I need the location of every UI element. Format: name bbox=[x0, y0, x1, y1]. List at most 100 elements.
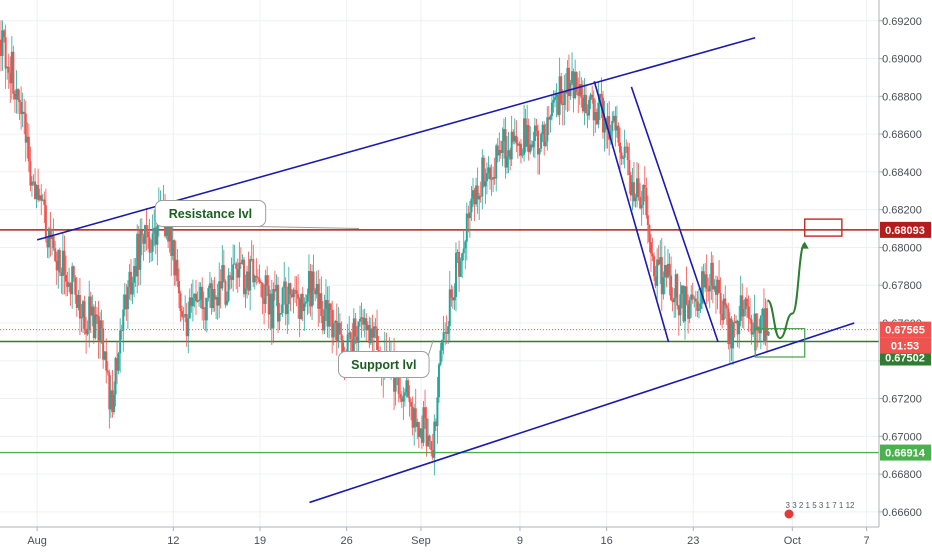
candle bbox=[600, 77, 603, 119]
candle bbox=[637, 163, 640, 201]
candle bbox=[153, 209, 156, 247]
candle bbox=[546, 106, 549, 151]
candle bbox=[290, 289, 293, 299]
candle bbox=[577, 77, 580, 114]
candle bbox=[735, 315, 738, 324]
candle bbox=[145, 208, 148, 251]
candle bbox=[6, 66, 9, 80]
candle bbox=[40, 184, 43, 216]
candle bbox=[425, 406, 428, 457]
candle bbox=[427, 418, 430, 447]
candle bbox=[766, 300, 769, 352]
candle bbox=[422, 400, 425, 447]
candle bbox=[23, 98, 26, 135]
candle bbox=[301, 287, 304, 322]
candle bbox=[560, 72, 563, 106]
candle bbox=[710, 251, 713, 300]
x-tick-label: Aug bbox=[27, 535, 47, 547]
candle bbox=[399, 374, 402, 403]
callout-label: Resistance lvl bbox=[169, 207, 252, 221]
candle bbox=[523, 104, 526, 162]
x-tick-label: Oct bbox=[784, 535, 801, 547]
candle bbox=[557, 93, 560, 117]
candle bbox=[697, 288, 700, 319]
candle bbox=[645, 177, 648, 219]
candle bbox=[501, 127, 504, 167]
candle bbox=[321, 300, 324, 335]
candle bbox=[278, 302, 281, 330]
current-price-tag: 0.67565 bbox=[880, 321, 931, 338]
candle bbox=[312, 254, 315, 306]
candle bbox=[173, 239, 176, 286]
callout: Resistance lvl bbox=[154, 199, 360, 230]
candle bbox=[566, 60, 569, 112]
candle bbox=[354, 312, 357, 345]
candle bbox=[728, 312, 731, 364]
candle bbox=[657, 245, 660, 266]
candle bbox=[261, 282, 264, 315]
candle bbox=[403, 388, 406, 407]
candle bbox=[656, 248, 659, 301]
candle bbox=[1, 20, 4, 71]
candle bbox=[634, 193, 637, 208]
candle bbox=[287, 266, 290, 325]
candle bbox=[733, 314, 736, 338]
candle bbox=[623, 129, 626, 169]
candle bbox=[55, 251, 58, 285]
candle bbox=[420, 415, 423, 449]
candle bbox=[547, 105, 550, 136]
candle bbox=[750, 314, 753, 345]
candle bbox=[742, 300, 745, 330]
candle bbox=[567, 54, 570, 112]
candle bbox=[294, 275, 297, 303]
candle bbox=[129, 259, 132, 302]
candle bbox=[410, 398, 413, 421]
candle bbox=[10, 36, 13, 100]
candle bbox=[108, 369, 111, 429]
level-price-tag: 0.68093 bbox=[880, 221, 931, 238]
candle bbox=[762, 288, 765, 345]
candle bbox=[311, 264, 314, 321]
candle bbox=[15, 70, 18, 114]
candle bbox=[485, 162, 488, 195]
candle bbox=[416, 418, 419, 440]
candle bbox=[80, 303, 83, 332]
candle bbox=[103, 351, 106, 361]
projection-arrowhead bbox=[800, 241, 809, 249]
candle bbox=[639, 183, 642, 210]
candle bbox=[117, 351, 120, 375]
candle bbox=[648, 224, 651, 253]
candle bbox=[348, 315, 351, 341]
candle bbox=[46, 236, 49, 258]
candle bbox=[563, 74, 566, 126]
candle bbox=[184, 295, 187, 323]
candle bbox=[9, 56, 12, 103]
candle bbox=[707, 277, 710, 302]
candle bbox=[476, 167, 479, 214]
candle bbox=[150, 239, 153, 262]
candle bbox=[625, 139, 628, 154]
price-labels: 0.68093 0.67502 0.66914 0.67565 01:53 bbox=[880, 221, 931, 461]
level-price-tag: 0.66914 bbox=[880, 444, 931, 461]
svg-text:01:53: 01:53 bbox=[891, 341, 919, 353]
candle bbox=[38, 188, 41, 202]
candle bbox=[229, 271, 232, 290]
candle bbox=[685, 266, 688, 306]
candle bbox=[300, 293, 303, 320]
candle bbox=[608, 100, 611, 156]
candle bbox=[259, 280, 262, 298]
candle bbox=[736, 319, 739, 348]
candle bbox=[402, 386, 405, 420]
candle bbox=[35, 184, 38, 209]
candle bbox=[597, 82, 600, 129]
candle bbox=[275, 274, 278, 307]
candle bbox=[242, 256, 245, 298]
candle bbox=[335, 303, 338, 356]
candle bbox=[95, 307, 98, 325]
candle bbox=[69, 282, 72, 306]
candle bbox=[519, 139, 522, 164]
candle bbox=[267, 275, 270, 329]
candle bbox=[764, 298, 767, 346]
